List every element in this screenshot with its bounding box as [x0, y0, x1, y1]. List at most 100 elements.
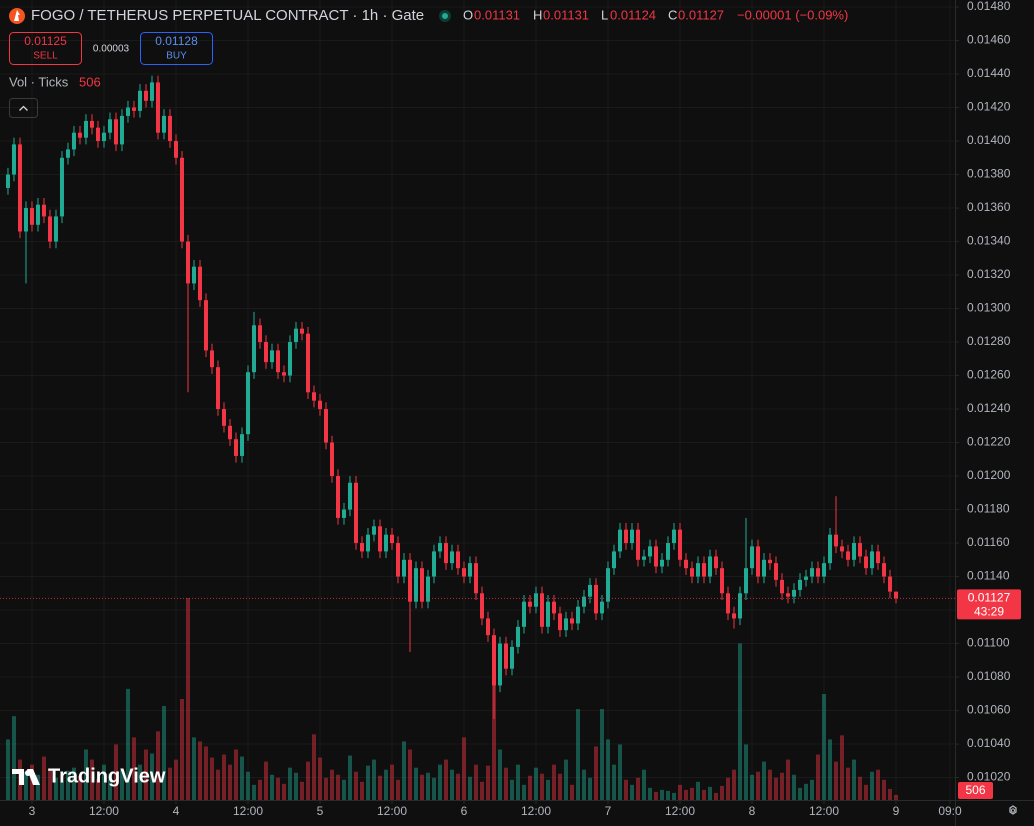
candle-body	[552, 601, 557, 614]
volume-bar	[275, 777, 280, 800]
x-tick-label: 12:00	[521, 804, 551, 818]
logo-glyph	[14, 10, 20, 21]
y-tick-label: 0.01020	[967, 770, 1011, 784]
candle-body	[65, 149, 70, 158]
candle-body	[47, 216, 52, 242]
y-tick-label: 0.01280	[967, 334, 1011, 348]
candle-body	[185, 241, 190, 284]
candle-body	[690, 568, 695, 577]
candle-body	[876, 551, 881, 564]
collapse-button[interactable]	[9, 98, 38, 118]
volume-bar	[383, 769, 388, 800]
volume-bar	[341, 779, 346, 800]
candle-body	[221, 409, 226, 426]
settings-icon-center[interactable]	[1010, 808, 1016, 813]
volume-bar	[233, 749, 238, 800]
candle-body	[570, 618, 575, 624]
volume-bar	[690, 787, 695, 800]
y-tick-label: 0.01080	[967, 669, 1011, 683]
volume-bar	[437, 764, 442, 800]
candle-body	[245, 372, 250, 435]
volume-bar	[299, 781, 304, 800]
candle-body	[540, 593, 545, 627]
volume-bar	[612, 764, 617, 800]
candle-body	[822, 563, 827, 577]
volume-bar	[101, 764, 106, 800]
candle-body	[137, 90, 142, 111]
volume-bar	[882, 779, 887, 800]
candle-body	[678, 529, 683, 560]
candle-body	[71, 132, 76, 150]
candle-body	[768, 559, 773, 564]
candle-body	[305, 333, 310, 393]
volume-bar	[317, 757, 322, 800]
last-price-label: 0.01127	[968, 590, 1011, 604]
candle-body	[756, 546, 761, 577]
candle-body	[125, 107, 130, 116]
volume-bar	[137, 764, 142, 800]
x-tick-label: 4	[173, 804, 180, 818]
volume-bar	[113, 744, 118, 800]
settings-icon[interactable]	[1009, 805, 1017, 815]
buy-price[interactable]: 0.01128	[155, 34, 198, 48]
y-tick-label: 0.01400	[967, 133, 1011, 147]
candle-body	[275, 350, 280, 373]
volume-bar	[552, 764, 557, 800]
y-tick-label: 0.01060	[967, 703, 1011, 717]
y-tick-label: 0.01440	[967, 66, 1011, 80]
candle-body	[449, 551, 454, 564]
y-tick-label: 0.01140	[967, 569, 1010, 583]
buy-button[interactable]	[140, 32, 213, 65]
volume-bar	[245, 771, 250, 800]
candle-body	[630, 529, 635, 544]
candle-body	[467, 563, 472, 577]
watermark-logo	[12, 769, 40, 785]
candle-body	[798, 579, 803, 590]
volume-bar	[197, 741, 202, 800]
volume-bar	[407, 749, 412, 800]
market-status-dot	[442, 13, 448, 19]
candle-body	[774, 563, 779, 580]
y-tick-label: 0.01300	[967, 301, 1011, 315]
volume-bar	[467, 776, 472, 800]
candle-body	[732, 613, 737, 619]
volume-bar	[618, 744, 623, 800]
candle-body	[858, 543, 863, 557]
candle-body	[95, 127, 100, 142]
candle-body	[564, 618, 569, 631]
volume-bar	[756, 771, 761, 800]
candle-body	[492, 635, 497, 686]
y-tick-label: 0.01240	[967, 401, 1011, 415]
candle-body	[636, 529, 641, 560]
x-tick-label: 12:00	[665, 804, 695, 818]
candle-body	[41, 204, 46, 217]
candle-body	[377, 526, 382, 552]
volume-bar	[492, 668, 497, 800]
y-tick-label: 0.01100	[967, 636, 1010, 650]
candle-body	[780, 579, 785, 594]
volume-bar	[155, 731, 160, 800]
sell-button[interactable]	[9, 32, 82, 65]
volume-bar	[846, 767, 851, 800]
change: −0.00001 (−0.09%)	[737, 7, 848, 22]
volume-bar	[185, 598, 190, 800]
candle-body	[203, 300, 208, 351]
candle-body	[588, 584, 593, 597]
volume-bar	[335, 774, 340, 800]
volume-bar	[323, 777, 328, 800]
candle-body	[131, 107, 136, 111]
volume-bar	[834, 761, 839, 800]
candle-body	[395, 543, 400, 577]
candle-body	[576, 606, 581, 624]
volume-bar	[486, 765, 491, 800]
volume-bar	[708, 786, 713, 800]
volume-bar	[365, 765, 370, 800]
volume-bar	[353, 771, 358, 800]
candle-body	[708, 556, 713, 577]
x-tick-label: 5	[317, 804, 324, 818]
sell-label[interactable]: SELL	[33, 51, 58, 62]
collapse-icon[interactable]	[19, 105, 28, 111]
candle-body	[828, 534, 833, 564]
buy-label[interactable]: BUY	[166, 51, 187, 62]
sell-price[interactable]: 0.01125	[24, 34, 67, 48]
